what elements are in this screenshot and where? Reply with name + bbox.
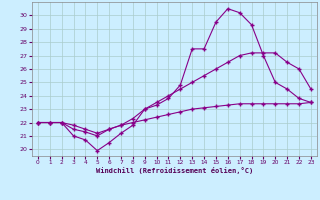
X-axis label: Windchill (Refroidissement éolien,°C): Windchill (Refroidissement éolien,°C) xyxy=(96,167,253,174)
